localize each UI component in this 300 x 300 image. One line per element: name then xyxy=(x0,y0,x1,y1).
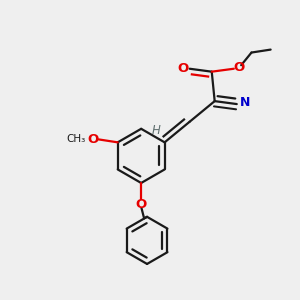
Text: O: O xyxy=(178,61,189,75)
Text: CH₃: CH₃ xyxy=(67,134,86,144)
Text: O: O xyxy=(136,198,147,211)
Text: O: O xyxy=(233,61,245,74)
Text: H: H xyxy=(152,124,160,137)
Text: O: O xyxy=(87,133,98,146)
Text: N: N xyxy=(240,96,250,109)
